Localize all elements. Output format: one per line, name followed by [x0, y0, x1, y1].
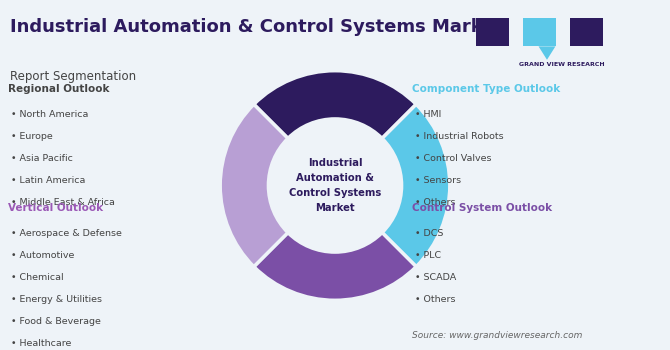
Text: • PLC: • PLC [415, 251, 442, 260]
Text: • Industrial Robots: • Industrial Robots [415, 132, 504, 141]
Text: • Others: • Others [415, 198, 456, 208]
Text: • DCS: • DCS [415, 229, 444, 238]
FancyBboxPatch shape [476, 18, 509, 46]
Text: • North America: • North America [11, 110, 88, 119]
Text: • Automotive: • Automotive [11, 251, 75, 260]
Text: Industrial Automation & Control Systems Market: Industrial Automation & Control Systems … [10, 18, 503, 35]
Text: • Latin America: • Latin America [11, 176, 86, 186]
Wedge shape [220, 104, 288, 267]
Text: • SCADA: • SCADA [415, 273, 457, 282]
Text: • Healthcare: • Healthcare [11, 340, 72, 349]
FancyBboxPatch shape [570, 18, 603, 46]
Text: • Middle East & Africa: • Middle East & Africa [11, 198, 115, 208]
Wedge shape [254, 71, 416, 138]
Text: • Aerospace & Defense: • Aerospace & Defense [11, 229, 122, 238]
Text: Report Segmentation: Report Segmentation [10, 70, 136, 83]
Polygon shape [539, 46, 555, 60]
Text: • Chemical: • Chemical [11, 273, 64, 282]
Text: Vertical Outlook: Vertical Outlook [8, 203, 103, 213]
Text: Control System Outlook: Control System Outlook [412, 203, 552, 213]
Text: • Sensors: • Sensors [415, 176, 462, 186]
Text: • Europe: • Europe [11, 132, 53, 141]
Text: • HMI: • HMI [415, 110, 442, 119]
Text: • Energy & Utilities: • Energy & Utilities [11, 295, 103, 304]
Text: • Food & Beverage: • Food & Beverage [11, 317, 101, 327]
Text: Regional Outlook: Regional Outlook [8, 84, 109, 94]
Text: GRAND VIEW RESEARCH: GRAND VIEW RESEARCH [519, 62, 605, 67]
Wedge shape [254, 233, 416, 300]
Text: • Asia Pacific: • Asia Pacific [11, 154, 73, 163]
Text: Component Type Outlook: Component Type Outlook [412, 84, 560, 94]
Wedge shape [382, 104, 450, 267]
Text: • Others: • Others [415, 295, 456, 304]
Text: • Control Valves: • Control Valves [415, 154, 492, 163]
FancyBboxPatch shape [523, 18, 556, 46]
Text: Source: www.grandviewresearch.com: Source: www.grandviewresearch.com [412, 330, 582, 340]
Text: Industrial
Automation &
Control Systems
Market: Industrial Automation & Control Systems … [289, 158, 381, 213]
